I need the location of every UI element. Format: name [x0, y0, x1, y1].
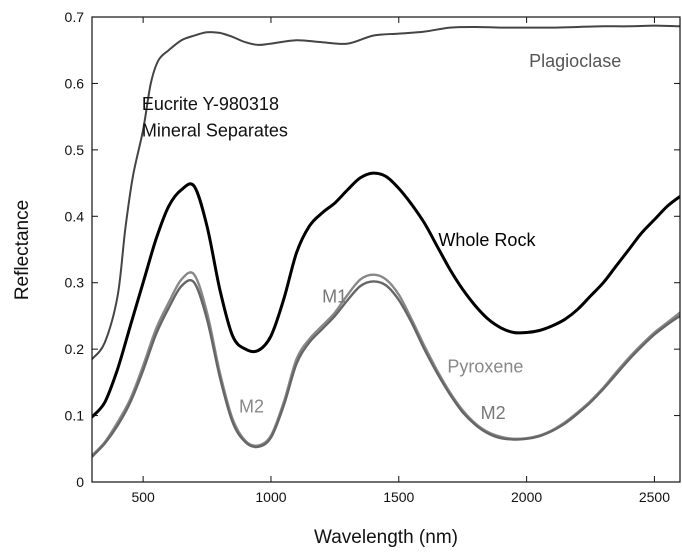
- annotation-label: Pyroxene: [447, 356, 523, 376]
- annotation-label: M2: [481, 403, 506, 423]
- annotation-label: Mineral Separates: [142, 121, 288, 141]
- x-axis: 500 1000 1500 2000 2500: [131, 17, 670, 505]
- series-group: [92, 24, 680, 458]
- series-line-3: [92, 271, 680, 457]
- plot-frame: [91, 16, 681, 483]
- y-axis-label: Reflectance: [12, 200, 33, 300]
- annotation-label: Whole Rock: [438, 230, 536, 250]
- annotation-label: Plagioclase: [529, 51, 621, 71]
- x-tick-label: 1000: [255, 489, 286, 505]
- series-line-4: [92, 279, 680, 458]
- x-tick-label: 1500: [383, 489, 414, 505]
- x-axis-label: Wavelength (nm): [314, 527, 458, 548]
- y-tick-label: 0: [76, 474, 84, 490]
- y-tick-label: 0.3: [65, 275, 85, 291]
- annotations: Eucrite Y-980318 Mineral Separates Plagioc…: [142, 51, 621, 423]
- series-line-2: [92, 171, 680, 419]
- y-tick-label: 0.2: [65, 341, 85, 357]
- series-line-1: [92, 24, 680, 361]
- annotation-label: Eucrite Y-980318: [142, 94, 279, 114]
- x-tick-label: 500: [131, 489, 155, 505]
- y-tick-label: 0.4: [65, 208, 85, 224]
- y-tick-label: 0.6: [65, 75, 85, 91]
- y-tick-label: 0.7: [65, 9, 85, 25]
- x-tick-label: 2500: [639, 489, 670, 505]
- y-axis: 0 0.1 0.2 0.3 0.4 0.5 0.6 0.7: [65, 9, 680, 490]
- annotation-label: M1: [322, 287, 347, 307]
- x-tick-label: 2000: [511, 489, 542, 505]
- y-tick-label: 0.5: [65, 142, 85, 158]
- y-tick-label: 0.1: [65, 408, 85, 424]
- annotation-label: M2: [239, 396, 264, 416]
